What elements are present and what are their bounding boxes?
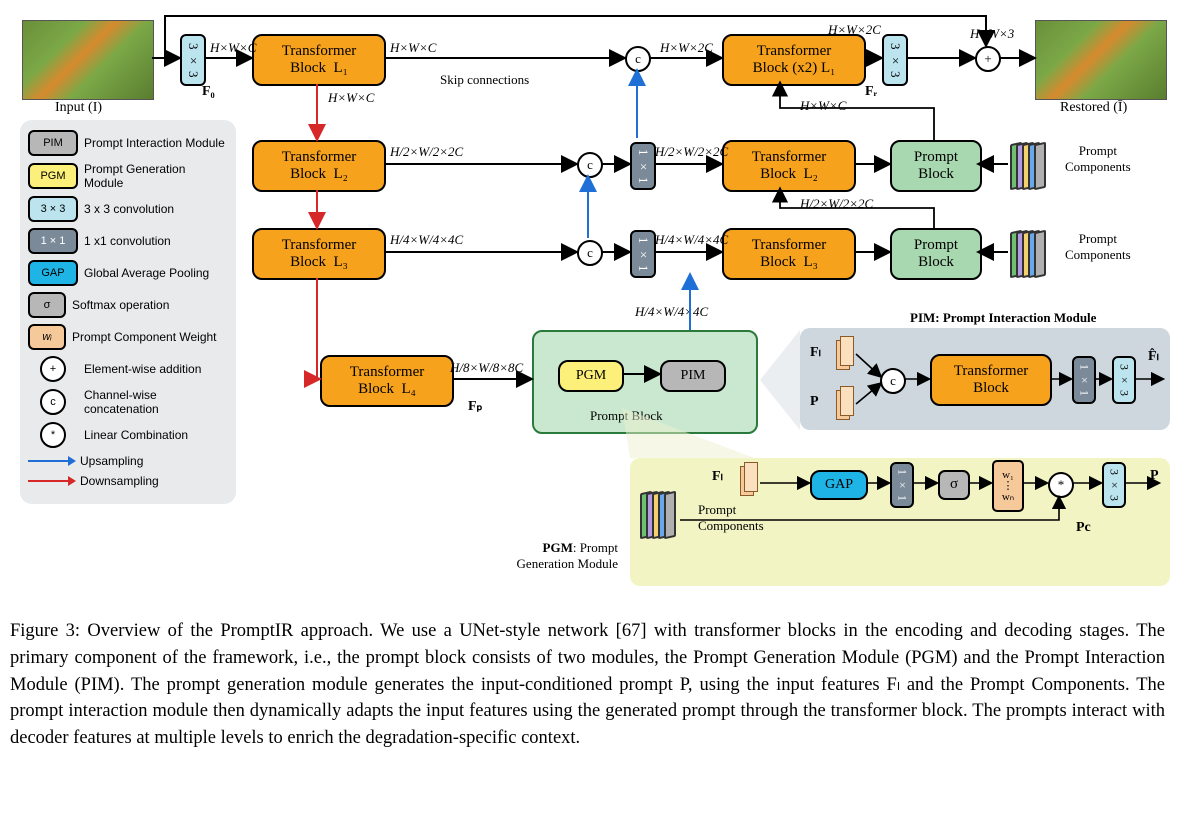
pgm-lincomb: * (1048, 472, 1074, 498)
dim-h2-line: H/2×W/2×2C (800, 196, 873, 212)
dim-h8: H/8×W/8×8C (450, 360, 523, 376)
dim-hwc-3: H×W×C (328, 90, 374, 106)
dim-hwc-line: H×W×C (800, 98, 846, 114)
pgm-sigma: σ (938, 470, 970, 500)
tb-l2-enc: Transformer Block L₂ (252, 140, 386, 192)
pgm-pc-label: Prompt Components (698, 502, 764, 534)
architecture-diagram: Input (I) Restored (Ī) 3 × 3 F₀ Transfor… (10, 10, 1175, 600)
dim-h2-l: H/2×W/2×2C (390, 144, 463, 160)
pim-c1: 1 × 1 (1072, 356, 1096, 404)
pgm-Pc: Pc (1076, 520, 1091, 536)
dim-hw3: H×W×3 (970, 26, 1014, 42)
pgm-wcol: w₁ ⋮ wₙ (992, 460, 1024, 512)
pim-P: P (810, 394, 819, 410)
skip-label: Skip connections (440, 72, 529, 88)
input-label: Input (I) (55, 100, 102, 116)
pim-Fl: Fₗ (810, 344, 821, 361)
tb-l2-dec: Transformer Block L₂ (722, 140, 856, 192)
dim-h4-mid: H/4×W/4×4C (635, 304, 708, 320)
dim-h4-r: H/4×W/4×4C (655, 232, 728, 248)
input-image (22, 20, 154, 100)
prompt-block-2: Prompt Block (890, 140, 982, 192)
pgm-P: P (1150, 468, 1159, 484)
tb-l1-enc: Transformer Block L₁ (252, 34, 386, 86)
pim-title: PIM: Prompt Interaction Module (910, 310, 1096, 326)
pc-label-3: Prompt Components (1065, 231, 1131, 263)
dim-h4-l: H/4×W/4×4C (390, 232, 463, 248)
output-image (1035, 20, 1167, 100)
pim-tb: Transformer Block (930, 354, 1052, 406)
Fp-label: Fₚ (468, 398, 483, 415)
dim-hw2c: H×W×2C (660, 40, 713, 56)
conv1-3: 1 × 1 (630, 230, 656, 278)
pim-box: PIM (660, 360, 726, 392)
dim-hwc-2: H×W×C (390, 40, 436, 56)
concat-1: c (625, 46, 651, 72)
pc-label-2: Prompt Components (1065, 143, 1131, 175)
legend: PIMPrompt Interaction Module PGMPrompt G… (20, 120, 236, 504)
pim-c3: 3 × 3 (1112, 356, 1136, 404)
prompt-block-3: Prompt Block (890, 228, 982, 280)
pgm-c1: 1 × 1 (890, 462, 914, 508)
conv1-2: 1 × 1 (630, 142, 656, 190)
Fr-label: Fᵣ (865, 84, 877, 100)
pgm-box: PGM (558, 360, 624, 392)
tb-l4-enc: Transformer Block L₄ (320, 355, 454, 407)
add-circle: + (975, 46, 1001, 72)
dim-h2-r: H/2×W/2×2C (655, 144, 728, 160)
concat-2: c (577, 152, 603, 178)
pgm-Fl: Fₗ (712, 468, 723, 485)
tb-l3-enc: Transformer Block L₃ (252, 228, 386, 280)
pim-concat: c (880, 368, 906, 394)
tb-l3-dec: Transformer Block L₃ (722, 228, 856, 280)
pgm-gap: GAP (810, 470, 868, 500)
conv3-output: 3 × 3 (882, 34, 908, 86)
conv3-input: 3 × 3 (180, 34, 206, 86)
concat-3: c (577, 240, 603, 266)
pgm-title: PGM: PromptGeneration Module (478, 540, 618, 572)
restored-label: Restored (Ī) (1060, 100, 1127, 116)
dim-hw2c-top: H×W×2C (828, 22, 881, 38)
F0-label: F₀ (202, 84, 215, 100)
pim-Fhat: F̂ₗ (1148, 348, 1159, 365)
prompt-block-label: Prompt Block (590, 408, 663, 424)
figure-caption: Figure 3: Overview of the PromptIR appro… (10, 618, 1165, 752)
pgm-c3: 3 × 3 (1102, 462, 1126, 508)
tb-l1-dec: Transformer Block (x2) L₁ (722, 34, 866, 86)
dim-hwc-1: H×W×C (210, 40, 256, 56)
